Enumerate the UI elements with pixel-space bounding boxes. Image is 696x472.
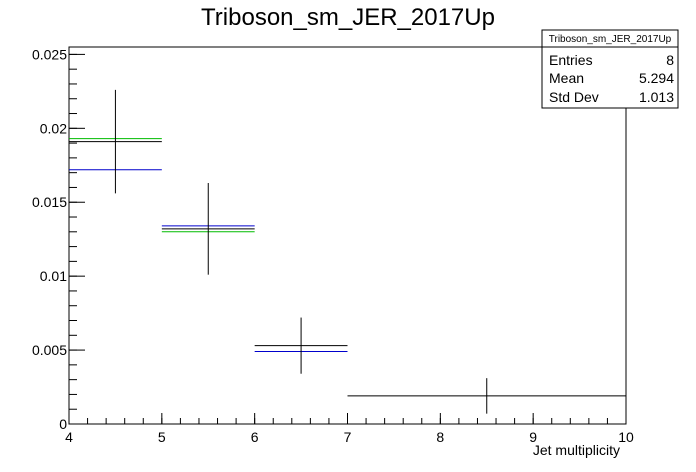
x-tick-label: 7: [344, 429, 352, 445]
x-tick-label: 4: [65, 429, 73, 445]
stats-entries-value: 8: [666, 52, 674, 68]
x-tick-label: 10: [618, 429, 634, 445]
x-axis-label: Jet multiplicity: [533, 442, 620, 458]
y-tick-label: 0.02: [40, 120, 67, 136]
stats-entries-label: Entries: [549, 52, 593, 68]
y-tick-label: 0.01: [40, 268, 67, 284]
x-axis: 4 5 6 7 8 9 10: [65, 413, 634, 445]
chart-title: Triboson_sm_JER_2017Up: [201, 4, 495, 31]
stats-box-frame: [541, 29, 679, 109]
y-tick-label: 0.005: [32, 342, 67, 358]
y-tick-label: 0: [59, 416, 67, 432]
x-tick-label: 6: [251, 429, 259, 445]
y-tick-label: 0.015: [32, 194, 67, 210]
series-layer: [69, 89, 626, 414]
stats-mean-value: 5.294: [639, 70, 674, 86]
y-axis: 0 0.005 0.01 0.015 0.02 0.025: [32, 46, 85, 432]
x-tick-label: 8: [436, 429, 444, 445]
x-tick-label: 9: [529, 429, 537, 445]
x-tick-label: 5: [158, 429, 166, 445]
stats-box: Triboson_sm_JER_2017Up Entries 8 Mean 5.…: [541, 29, 679, 109]
stats-stddev-value: 1.013: [639, 89, 674, 105]
stats-box-title: Triboson_sm_JER_2017Up: [549, 34, 672, 45]
stats-stddev-label: Std Dev: [549, 89, 599, 105]
y-tick-label: 0.025: [32, 46, 67, 62]
stats-mean-label: Mean: [549, 70, 584, 86]
